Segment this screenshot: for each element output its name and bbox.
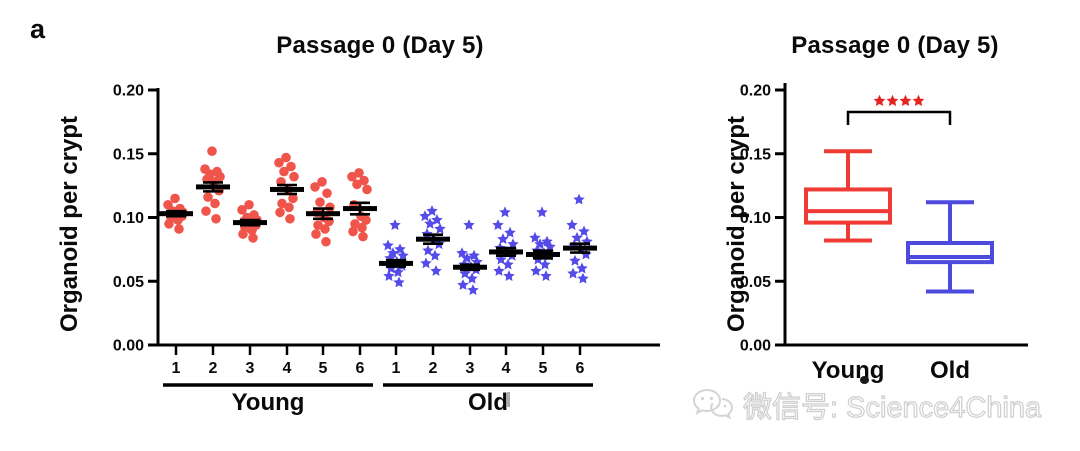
svg-text:0.20: 0.20 [740, 83, 771, 100]
scatter-group-old-6: 6 [563, 193, 597, 377]
scatter-plot: 0.00 0.05 0.10 0.15 0.20 1 2 3 4 5 6 1 2 3 4 5 6 Young Old [113, 83, 660, 416]
scatter-group-young-1: 1 [159, 193, 193, 377]
scatter-group-young-6: 6 [343, 168, 377, 377]
svg-text:6: 6 [356, 360, 365, 377]
svg-text:3: 3 [466, 360, 475, 377]
svg-text:0.05: 0.05 [740, 274, 771, 291]
box-plot: 0.00 0.05 0.10 0.15 0.20 Young Old [740, 83, 1028, 384]
watermark: 微信号: Science4China [692, 384, 1042, 426]
svg-text:2: 2 [209, 360, 218, 377]
box-young [804, 149, 892, 243]
svg-text:0.10: 0.10 [113, 210, 144, 227]
cursor-artifact [507, 392, 510, 407]
box-chart-title: Passage 0 (Day 5) [791, 32, 999, 59]
scatter-group-young-2: 2 [196, 146, 230, 377]
artifact-dot [860, 376, 869, 384]
svg-text:0.10: 0.10 [740, 210, 771, 227]
svg-text:0.15: 0.15 [740, 146, 771, 163]
wechat-icon [692, 388, 734, 420]
svg-text:1: 1 [392, 360, 401, 377]
scatter-group-old-1: 1 [379, 219, 413, 377]
svg-text:3: 3 [246, 360, 255, 377]
significance-stars [873, 94, 925, 107]
scatter-group-old-3: 3 [453, 219, 487, 377]
box-old [906, 200, 994, 294]
svg-text:0.05: 0.05 [113, 274, 144, 291]
scatter-group-young-3: 3 [233, 199, 267, 377]
panel-label: a [30, 14, 46, 44]
watermark-text: 微信号: Science4China [742, 391, 1042, 424]
svg-text:6: 6 [576, 360, 585, 377]
scatter-group-young-5: 5 [306, 177, 340, 377]
svg-text:5: 5 [319, 360, 328, 377]
scatter-chart-title: Passage 0 (Day 5) [276, 32, 484, 59]
svg-text:4: 4 [502, 360, 511, 377]
svg-text:Old: Old [468, 389, 508, 416]
svg-text:Young: Young [232, 389, 305, 416]
svg-text:1: 1 [172, 360, 181, 377]
scatter-y-axis-label: Organoid per crypt [56, 115, 83, 333]
scatter-group-young-4: 4 [270, 152, 304, 377]
svg-text:2: 2 [429, 360, 438, 377]
svg-text:0.00: 0.00 [113, 338, 144, 355]
scatter-group-old-2: 2 [416, 205, 450, 377]
scatter-group-old-4: 4 [489, 206, 523, 377]
svg-text:0.20: 0.20 [113, 83, 144, 100]
scatter-group-old-5: 5 [526, 206, 560, 377]
svg-text:0.15: 0.15 [113, 146, 144, 163]
svg-text:4: 4 [283, 360, 292, 377]
svg-text:0.00: 0.00 [740, 338, 771, 355]
svg-text:Old: Old [930, 357, 970, 384]
svg-text:Young: Young [812, 357, 885, 384]
svg-text:5: 5 [539, 360, 548, 377]
